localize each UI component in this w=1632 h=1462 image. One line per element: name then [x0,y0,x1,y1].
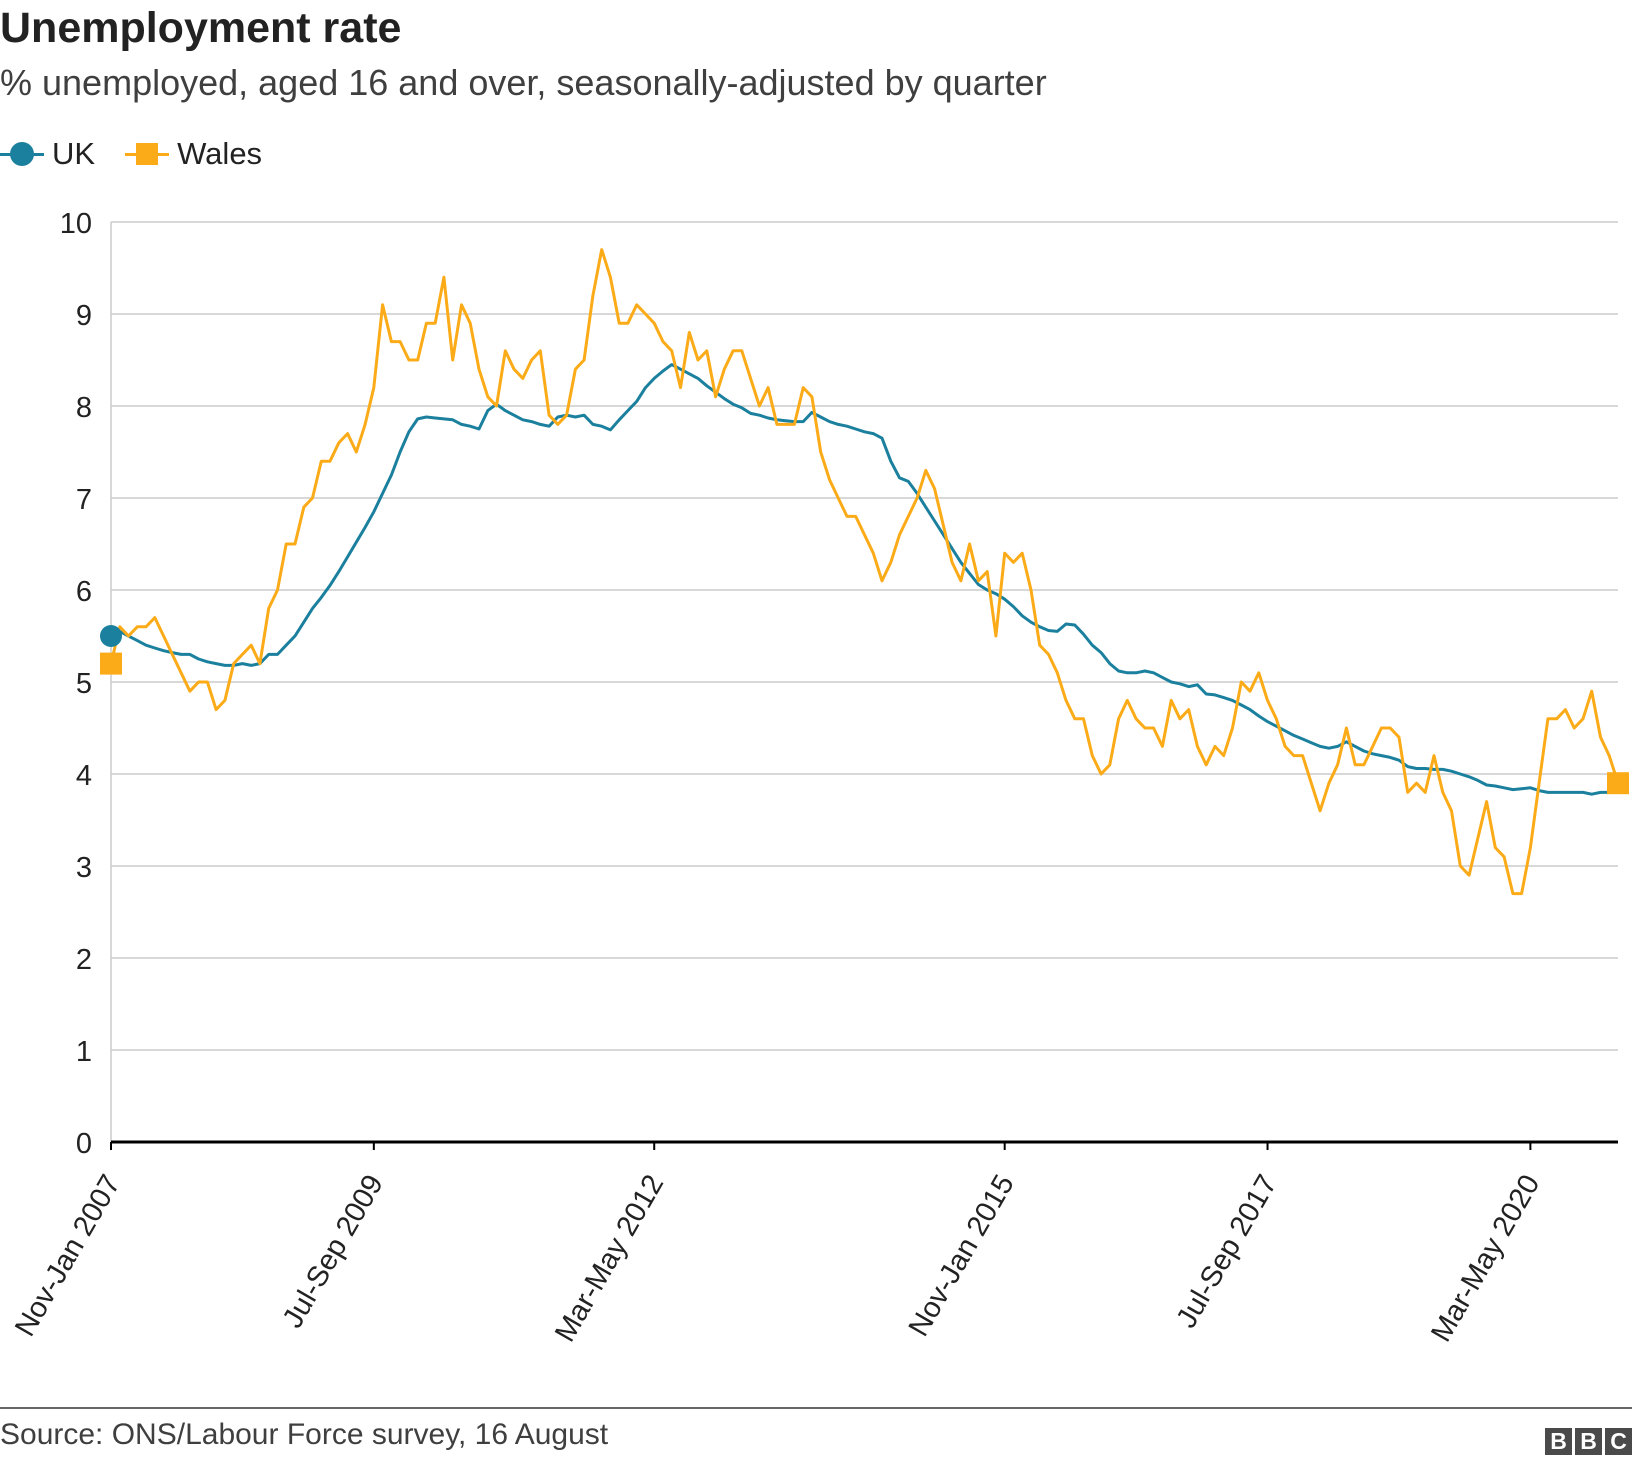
y-tick-label: 3 [76,852,92,884]
legend: UK Wales [0,132,292,176]
x-tick-label: Nov-Jan 2007 [9,1170,127,1342]
y-tick-label: 0 [76,1128,92,1160]
uk-start-marker [100,625,122,647]
chart-subtitle: % unemployed, aged 16 and over, seasonal… [0,62,1047,103]
wales-start-marker [100,652,122,675]
bbc-logo-letter: C [1605,1428,1632,1455]
bbc-logo-letter: B [1575,1428,1602,1455]
legend-item-wales: Wales [125,136,262,172]
legend-label-uk: UK [52,136,96,171]
footer-divider [0,1407,1632,1409]
y-tick-label: 8 [76,392,92,424]
y-tick-label: 10 [60,208,92,240]
legend-label-wales: Wales [177,136,263,171]
y-tick-label: 5 [76,668,92,700]
source-note: Source: ONS/Labour Force survey, 16 Augu… [0,1418,609,1451]
x-tick-label: Mar-May 2020 [1425,1170,1546,1348]
bbc-logo-letter: B [1545,1428,1572,1455]
y-tick-label: 2 [76,944,92,976]
line-chart: 0 1 2 3 4 5 6 7 8 9 10 Nov-Jan 2007 Jul-Sep 2009 Mar-… [9,208,1629,1348]
x-tick-label: Nov-Jan 2015 [903,1170,1021,1342]
y-tick-label: 1 [76,1036,92,1068]
y-tick-label: 7 [76,484,92,516]
x-tick-label: Jul-Sep 2017 [1170,1170,1283,1334]
x-tick-label: Mar-May 2012 [549,1170,670,1348]
wales-end-marker [1607,772,1629,795]
legend-marker-uk-icon [0,142,44,166]
bbc-logo: B B C [1542,1428,1632,1455]
series-line-wales [109,248,1629,896]
legend-item-uk: UK [0,136,95,172]
legend-marker-wales-icon [125,142,170,166]
y-tick-label: 9 [76,300,92,332]
series-line-uk [109,363,1620,796]
y-tick-label: 4 [76,760,92,792]
chart-title: Unemployment rate [0,4,402,52]
y-tick-label: 6 [76,576,92,608]
x-tick-label: Jul-Sep 2009 [277,1170,390,1334]
